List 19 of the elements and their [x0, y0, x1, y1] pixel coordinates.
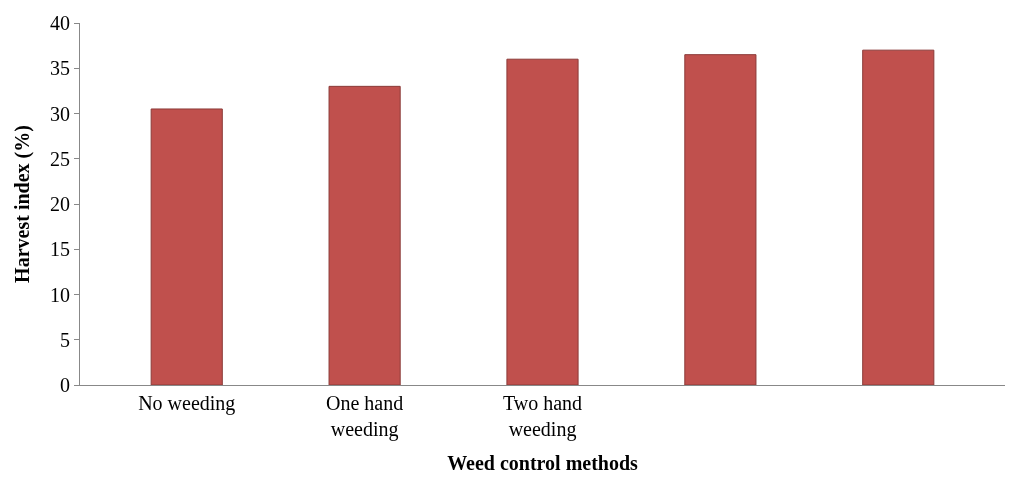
y-tick-label: 30 — [50, 102, 70, 125]
y-tick-label: 25 — [50, 147, 70, 170]
x-tick-label: Two hand weeding — [502, 392, 583, 441]
x-axis-title: Weed control methods — [447, 451, 639, 474]
y-tick-label: 0 — [60, 374, 70, 396]
y-axis-title: Harvest index (%) — [10, 125, 34, 283]
bar — [684, 54, 757, 385]
y-tick-label: 20 — [50, 193, 70, 215]
bar — [328, 85, 401, 385]
x-tick-label: One hand weeding — [326, 392, 404, 441]
bar — [506, 58, 579, 385]
y-tick-label: 40 — [50, 12, 70, 34]
bar — [862, 49, 935, 385]
y-tick-label: 10 — [50, 283, 70, 306]
y-tick-label: 35 — [50, 57, 70, 80]
bar — [150, 108, 223, 385]
y-tick-label: 15 — [50, 238, 70, 261]
x-tick-label: No weeding — [138, 392, 236, 415]
y-tick-label: 5 — [60, 328, 70, 351]
